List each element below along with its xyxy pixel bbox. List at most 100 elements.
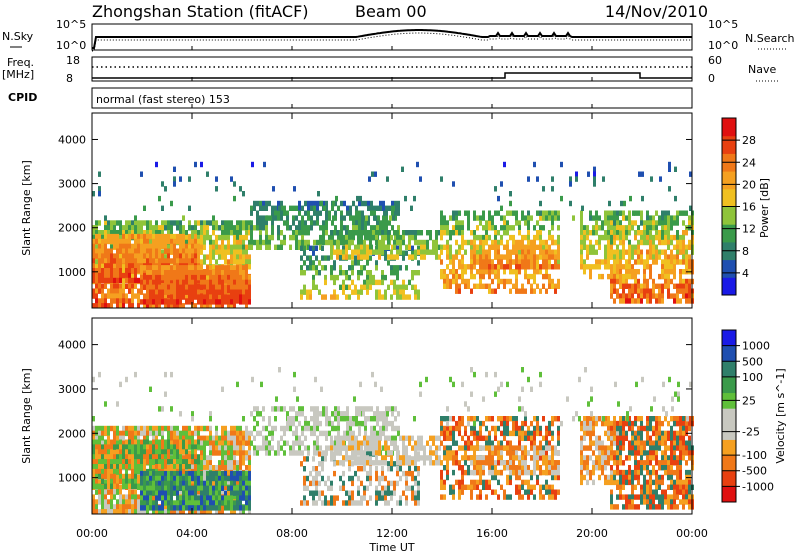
heatmap-cell (643, 284, 646, 289)
heatmap-cell (479, 235, 482, 240)
heatmap-cell (682, 284, 685, 289)
heatmap-cell (533, 162, 536, 167)
heatmap-cell (239, 299, 242, 304)
heatmap-cell (613, 259, 616, 264)
heatmap-cell (179, 454, 182, 459)
heatmap-cell (215, 471, 218, 476)
heatmap-cell (366, 250, 369, 255)
heatmap-cell (295, 235, 298, 240)
heatmap-cell (137, 459, 140, 464)
heatmap-cell (625, 259, 628, 264)
heatmap-cell (622, 245, 625, 250)
heatmap-cell (688, 240, 691, 245)
heatmap-cell (652, 259, 655, 264)
heatmap-cell (242, 265, 245, 270)
heatmap-cell (236, 436, 239, 441)
heatmap-cell (245, 426, 248, 431)
heatmap-cell (125, 479, 128, 484)
heatmap-cell (440, 274, 443, 279)
heatmap-cell (248, 460, 251, 465)
heatmap-cell (164, 186, 167, 191)
heatmap-cell (679, 269, 682, 274)
heatmap-cell (289, 421, 292, 426)
heatmap-cell (667, 269, 670, 274)
heatmap-cell (104, 278, 107, 283)
heatmap-cell (110, 278, 113, 283)
heatmap-cell (128, 234, 131, 239)
heatmap-cell (119, 258, 122, 263)
heatmap-cell (374, 215, 377, 220)
heatmap-cell (203, 441, 206, 446)
heatmap-cell (625, 235, 628, 240)
heatmap-cell (140, 440, 143, 445)
heatmap-cell (443, 269, 446, 274)
heatmap-cell (218, 245, 221, 250)
heatmap-cell (688, 293, 691, 298)
heatmap-cell (333, 275, 336, 280)
power-heatmap (92, 162, 694, 309)
heatmap-cell (518, 240, 521, 245)
heatmap-cell (212, 436, 215, 441)
heatmap-cell (125, 464, 128, 469)
colorbar-swatch (722, 224, 736, 242)
heatmap-cell (500, 206, 503, 211)
heatmap-cell (152, 239, 155, 244)
heatmap-cell (315, 255, 318, 260)
heatmap-cell (215, 225, 218, 230)
heatmap-cell (265, 240, 268, 245)
heatmap-cell (206, 225, 209, 230)
heatmap-cell (218, 476, 221, 481)
heatmap-cell (143, 265, 146, 270)
heatmap-cell (515, 245, 518, 250)
heatmap-cell (382, 225, 385, 230)
heatmap-cell (358, 201, 361, 206)
heatmap-cell (176, 275, 179, 280)
heatmap-cell (215, 431, 218, 436)
heatmap-cell (245, 450, 248, 455)
heatmap-cell (203, 465, 206, 470)
heatmap-cell (197, 444, 200, 449)
heatmap-cell (262, 426, 265, 431)
heatmap-cell (667, 215, 670, 220)
heatmap-cell (164, 244, 167, 249)
heatmap-cell (449, 235, 452, 240)
heatmap-cell (423, 245, 426, 250)
heatmap-cell (227, 500, 230, 505)
heatmap-cell (370, 201, 373, 206)
heatmap-cell (367, 406, 370, 411)
heatmap-cell (360, 285, 363, 290)
heatmap-cell (533, 269, 536, 274)
colorbar-tick-label: 20 (742, 178, 756, 191)
heatmap-cell (664, 279, 667, 284)
heatmap-cell (637, 240, 640, 245)
heatmap-cell (631, 293, 634, 298)
heatmap-cell (455, 220, 458, 225)
heatmap-cell (197, 294, 200, 299)
heatmap-cell (640, 250, 643, 255)
heatmap-cell (452, 274, 455, 279)
heatmap-cell (188, 505, 191, 510)
heatmap-cell (342, 280, 345, 285)
heatmap-cell (203, 254, 206, 259)
heatmap-cell (292, 450, 295, 455)
heatmap-cell (215, 500, 218, 505)
heatmap-cell (512, 250, 515, 255)
heatmap-cell (167, 225, 170, 230)
heatmap-cell (661, 211, 664, 216)
heatmap-cell (601, 235, 604, 240)
heatmap-cell (658, 254, 661, 259)
heatmap-cell (250, 235, 253, 240)
heatmap-cell (122, 484, 125, 489)
heatmap-cell (134, 244, 137, 249)
heatmap-cell (340, 211, 343, 216)
heatmap-cell (143, 444, 146, 449)
heatmap-cell (634, 220, 637, 225)
heatmap-cell (248, 264, 251, 269)
heatmap-cell (494, 211, 497, 216)
heatmap-cell (375, 265, 378, 270)
heatmap-cell (185, 476, 188, 481)
heatmap-cell (515, 259, 518, 264)
heatmap-cell (411, 235, 414, 240)
heatmap-cell (188, 431, 191, 436)
heatmap-cell (245, 270, 248, 275)
